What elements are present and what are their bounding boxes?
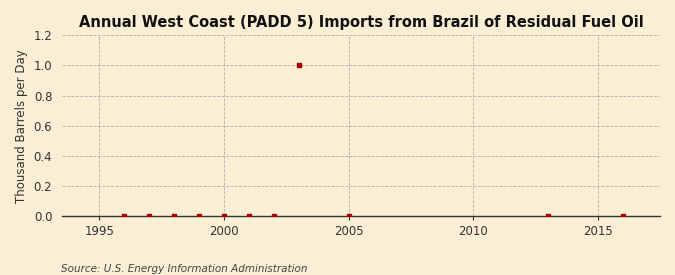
Point [144, 214, 155, 218]
Point [343, 214, 354, 218]
Y-axis label: Thousand Barrels per Day: Thousand Barrels per Day [15, 49, 28, 202]
Text: Source: U.S. Energy Information Administration: Source: U.S. Energy Information Administ… [61, 264, 307, 274]
Point [269, 214, 279, 218]
Point [244, 214, 254, 218]
Point [194, 214, 205, 218]
Point [219, 214, 230, 218]
Title: Annual West Coast (PADD 5) Imports from Brazil of Residual Fuel Oil: Annual West Coast (PADD 5) Imports from … [79, 15, 643, 30]
Point [169, 214, 180, 218]
Point [119, 214, 130, 218]
Point [543, 214, 554, 218]
Point [294, 63, 304, 68]
Point [617, 214, 628, 218]
